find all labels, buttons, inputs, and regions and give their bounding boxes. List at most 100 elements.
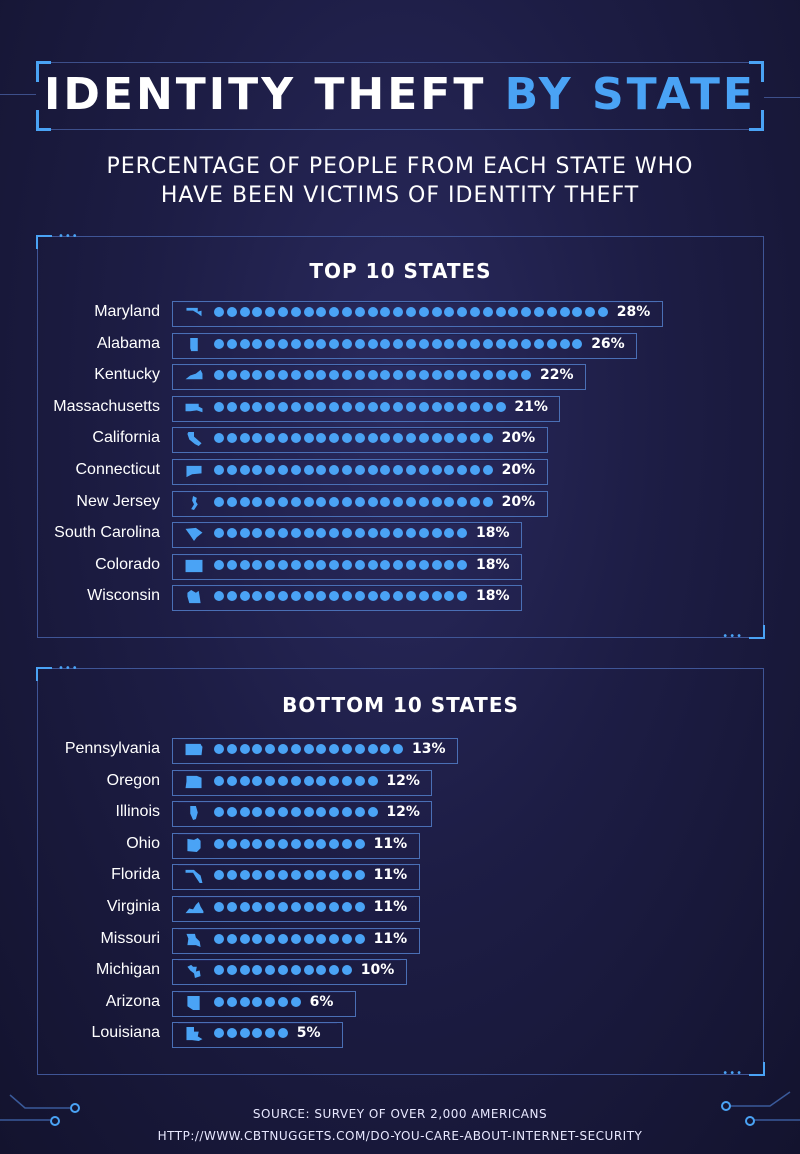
bar-dot <box>406 591 416 602</box>
bar-dot <box>265 996 276 1007</box>
bar-dot <box>521 338 532 349</box>
data-label: 11% <box>373 899 408 915</box>
bar-dot <box>239 902 250 912</box>
california-icon <box>187 432 202 447</box>
bar-row: New Jersey 20% <box>38 490 763 517</box>
bar-dot <box>598 307 608 317</box>
bar-dot <box>508 307 519 317</box>
oregon-icon <box>185 775 202 788</box>
bar-dot <box>278 933 288 944</box>
category-label: Massachusetts <box>53 397 160 415</box>
bar-dot <box>214 996 224 1007</box>
bar-dot <box>278 307 288 317</box>
data-label: 12% <box>386 772 420 789</box>
source-url[interactable]: HTTP://WWW.CBTNUGGETS.COM/DO-YOU-CARE-AB… <box>157 1129 643 1143</box>
bar-dot <box>265 559 276 570</box>
bar-row: Florida 11% <box>38 864 763 891</box>
bar-dot <box>278 401 288 412</box>
bar-dot <box>303 370 314 381</box>
missouri-icon <box>186 933 201 947</box>
bar-dot <box>278 838 288 849</box>
bar-dot <box>354 401 365 412</box>
bar-dot <box>342 465 352 475</box>
bar-dot <box>457 496 468 507</box>
category-label: Michigan <box>95 961 160 979</box>
top-states-panel: ••• ••• TOP 10 STATES Maryland 28% Alabama… <box>36 232 765 642</box>
bar-dot <box>265 870 276 881</box>
corner-bracket-icon <box>36 110 51 131</box>
right-deco-line <box>764 97 800 98</box>
bar-dot <box>265 370 276 381</box>
bar-dot <box>431 559 442 570</box>
bar-dot <box>393 370 404 381</box>
colorado-icon <box>185 559 203 572</box>
alabama-icon <box>190 337 198 351</box>
bar-dot <box>278 996 288 1007</box>
bar-dot <box>431 307 442 317</box>
bar-dot <box>367 528 378 539</box>
bar-dot <box>418 591 429 602</box>
bar-row: Alabama 26% <box>38 332 763 359</box>
bar-dot <box>265 744 276 754</box>
category-label: Alabama <box>96 334 160 352</box>
bar-dot <box>342 744 352 754</box>
bar-dot <box>265 338 276 349</box>
bar-dot <box>367 591 378 602</box>
bar-dot <box>380 465 391 475</box>
bar-dot <box>252 902 263 912</box>
bar-dot <box>457 401 468 412</box>
bar-dot <box>252 870 263 881</box>
bar-dot <box>290 401 301 412</box>
bar-dot <box>226 338 237 349</box>
category-label: Virginia <box>106 898 160 915</box>
data-label: 11% <box>373 930 408 947</box>
bar-dot <box>342 807 352 818</box>
page-title: IDENTITY THEFT BY STATE <box>0 69 800 120</box>
bar-dot <box>393 528 404 539</box>
bar-dot <box>457 307 468 317</box>
bar-dot <box>354 307 365 317</box>
bar-dot <box>354 807 365 818</box>
data-label: 10% <box>360 962 395 979</box>
bar-dot <box>406 370 416 381</box>
bar-dot <box>303 307 314 317</box>
bar-dot <box>226 807 237 818</box>
bar-dot <box>457 433 468 444</box>
bar-dot <box>290 496 301 507</box>
louisiana-icon <box>186 1027 203 1042</box>
bar-dot <box>470 370 480 381</box>
south-carolina-icon <box>185 528 203 542</box>
bar-row: California 20% <box>38 427 763 454</box>
new-jersey-icon <box>191 495 198 510</box>
bar-dot <box>521 307 532 317</box>
bar-dot <box>329 559 340 570</box>
bar-dot <box>418 433 429 444</box>
bar-row: Massachusetts 21% <box>38 395 763 422</box>
panel-dots-icon: ••• <box>58 663 79 674</box>
bar-dot <box>265 465 276 475</box>
bar-dot <box>316 496 327 507</box>
bar-dot <box>508 370 519 381</box>
bar-dot <box>418 370 429 381</box>
bar-dot <box>239 996 250 1007</box>
bar-dot <box>470 433 480 444</box>
bar-dot <box>329 433 340 444</box>
bar-dot <box>265 965 276 976</box>
bar-dot <box>290 559 301 570</box>
source-text: SOURCE: SURVEY OF OVER 2,000 AMERICANS <box>252 1107 548 1121</box>
bar-dot <box>252 496 263 507</box>
chart-title: BOTTOM 10 STATES <box>282 693 519 717</box>
bar-dot <box>290 528 301 539</box>
bar-dot <box>431 401 442 412</box>
data-label: 5% <box>296 1025 321 1042</box>
bar-dot <box>380 591 391 602</box>
bar-dot <box>393 307 404 317</box>
bar-dot <box>342 496 352 507</box>
bar-dot <box>534 307 544 317</box>
bar-dot <box>546 307 557 317</box>
bar-dot <box>252 838 263 849</box>
bar-row: Pennsylvania 13% <box>38 738 763 764</box>
data-label: 22% <box>540 367 574 384</box>
bar-dot <box>354 838 365 849</box>
bar-dot <box>342 965 352 976</box>
